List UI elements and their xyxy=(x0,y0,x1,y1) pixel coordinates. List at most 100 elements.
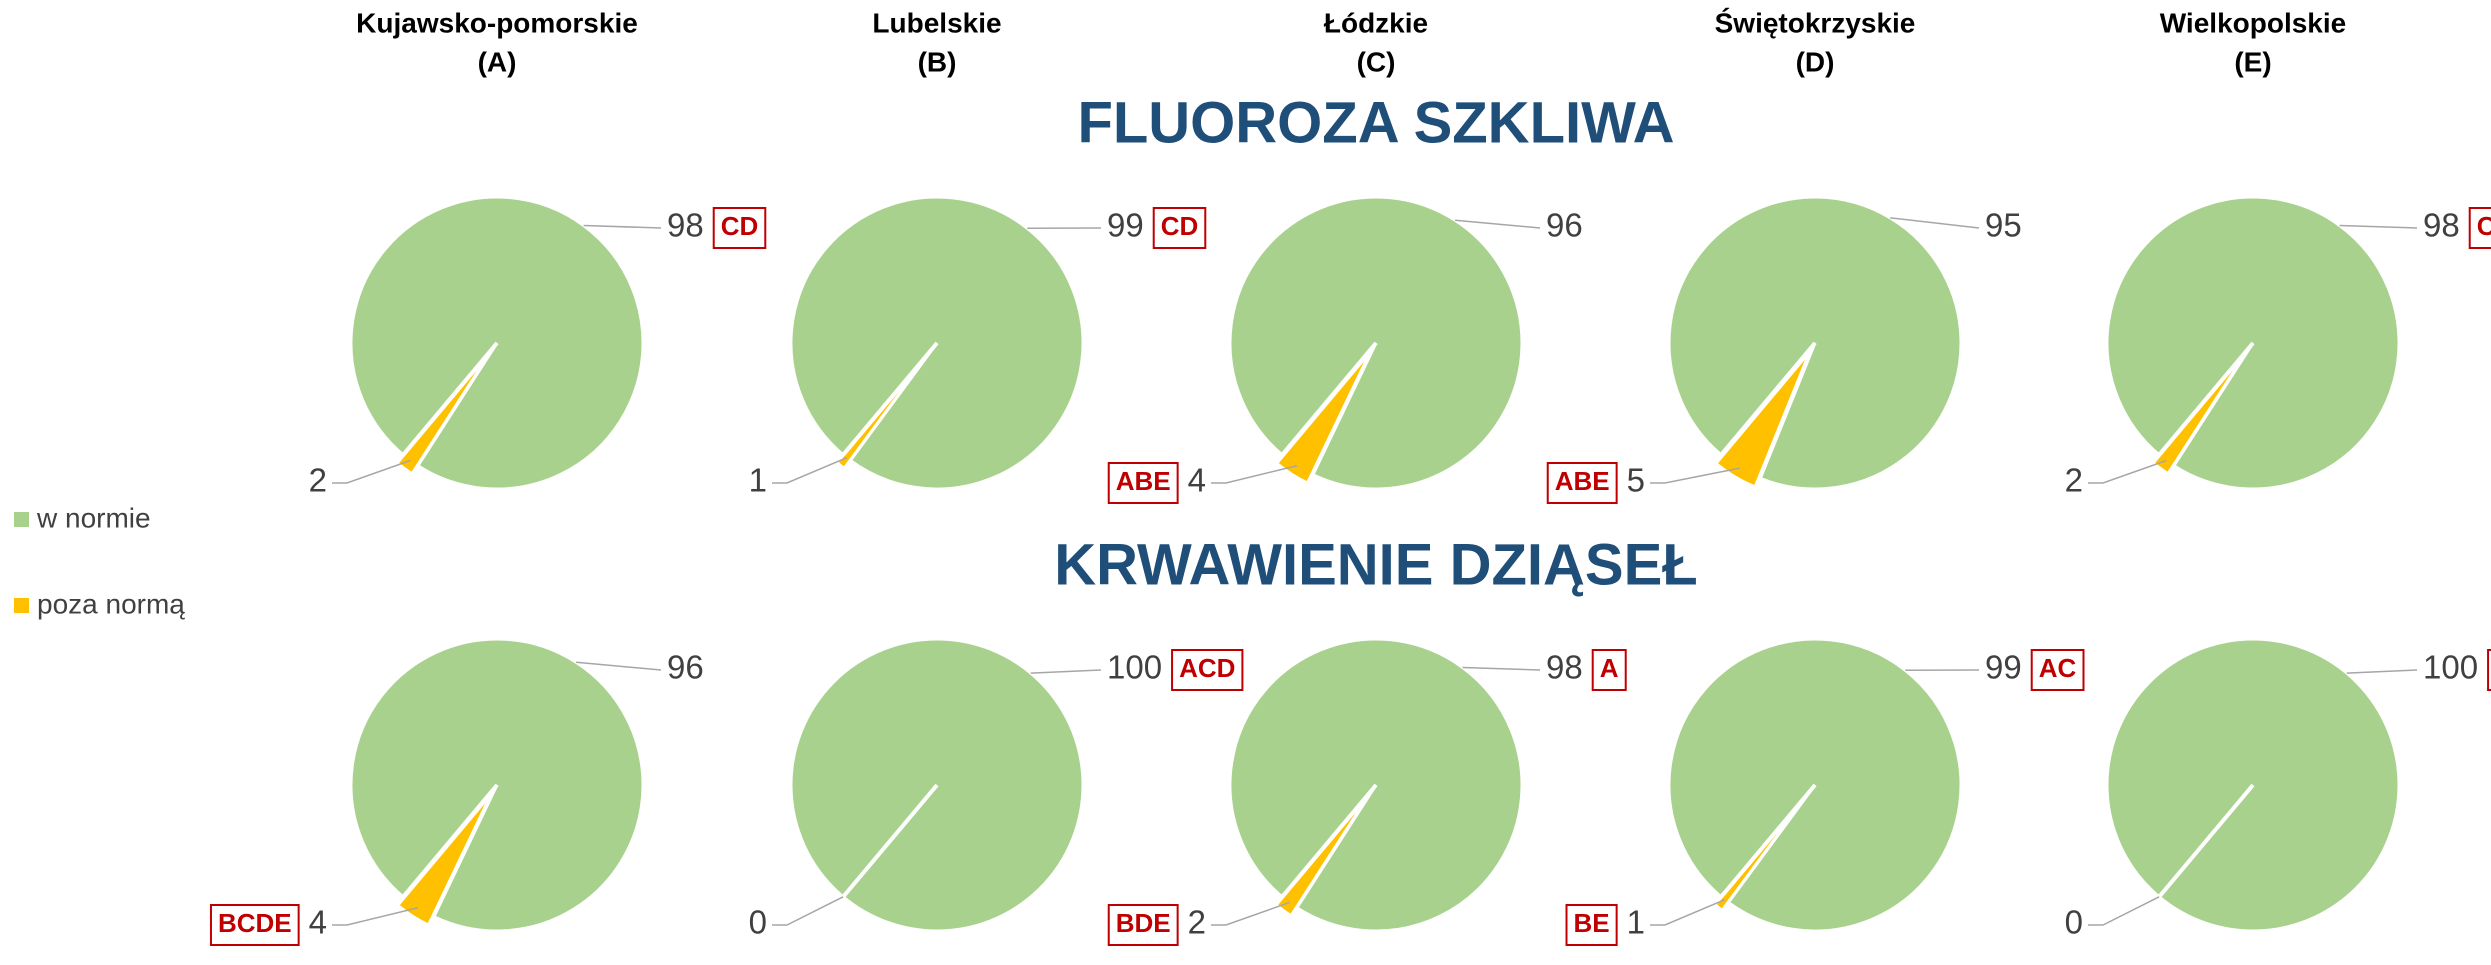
annotation-box xyxy=(1152,207,1207,249)
data-label: 95 xyxy=(1985,207,2022,244)
annotation-box xyxy=(2468,207,2491,249)
annotation: AC xyxy=(2039,653,2077,683)
column-code: (D) xyxy=(1796,46,1835,77)
annotation-box xyxy=(1565,904,1618,946)
pie-slice xyxy=(395,350,493,476)
pie-slice xyxy=(1274,792,1372,918)
annotation: ABE xyxy=(1116,466,1171,496)
legend-label: w normie xyxy=(36,502,151,533)
annotation-box xyxy=(712,207,767,249)
leader-line xyxy=(2088,459,2167,484)
data-label: 4 xyxy=(1188,462,1206,499)
data-label: 99 xyxy=(1107,207,1144,244)
pie-slice xyxy=(1228,195,1524,491)
pie-slice xyxy=(2105,195,2401,491)
annotation: CD xyxy=(1161,211,1199,241)
leader-line xyxy=(1211,901,1290,926)
data-label: 100 xyxy=(1107,649,1162,686)
annotation: BDE xyxy=(1116,908,1171,938)
slice-separator xyxy=(1280,341,1378,457)
leader-line xyxy=(1455,219,1541,229)
data-label: 2 xyxy=(309,462,327,499)
annotation: BE xyxy=(1574,908,1610,938)
annotation-box xyxy=(2487,649,2491,691)
column-code: (C) xyxy=(1357,46,1396,77)
slice-separator xyxy=(401,783,499,899)
pie-slice xyxy=(349,637,645,933)
data-label: 2 xyxy=(2065,462,2083,499)
annotation-box xyxy=(209,904,300,946)
leader-line xyxy=(1890,217,1980,229)
data-label: 96 xyxy=(1546,207,1583,244)
data-label: 4 xyxy=(309,904,327,941)
pie-slice xyxy=(2151,350,2249,476)
data-label: 0 xyxy=(749,904,767,941)
leader-line xyxy=(1650,899,1726,926)
data-label: 5 xyxy=(1627,462,1645,499)
pie-slice xyxy=(789,195,1085,491)
column-name: Lubelskie xyxy=(872,7,1001,38)
data-label: 100 xyxy=(2423,649,2478,686)
pie-slice xyxy=(1667,637,1963,933)
leader-line xyxy=(1650,467,1740,484)
column-name: Świętokrzyskie xyxy=(1715,7,1916,38)
legend-label: poza normą xyxy=(37,588,185,619)
section-title: FLUOROZA SZKLIWA xyxy=(1077,90,1674,155)
annotation: CD xyxy=(721,211,759,241)
annotation: ACD xyxy=(1179,653,1235,683)
slice-separator xyxy=(1719,783,1817,899)
column-name: Wielkopolskie xyxy=(2160,7,2346,38)
annotation-box xyxy=(1546,462,1618,504)
data-label: 1 xyxy=(749,462,767,499)
pie-slice xyxy=(1228,637,1524,933)
leader-line xyxy=(1030,669,1102,674)
slice-separator xyxy=(841,783,939,899)
column-code: (E) xyxy=(2234,46,2271,77)
annotation: A xyxy=(1600,653,1619,683)
section-title: KRWAWIENIE DZIĄSEŁ xyxy=(1054,532,1697,597)
data-label: 98 xyxy=(667,207,704,244)
slice-separator xyxy=(1719,341,1817,457)
leader-line xyxy=(2339,224,2418,229)
pie-slice xyxy=(395,792,493,928)
pie-slice xyxy=(349,195,645,491)
column-code: (A) xyxy=(478,46,517,77)
legend-swatch xyxy=(14,598,29,613)
column-name: Łódzkie xyxy=(1324,7,1428,38)
slice-separator xyxy=(841,341,939,457)
annotation-box xyxy=(1171,649,1244,691)
leader-line xyxy=(1211,464,1298,484)
data-label: 98 xyxy=(2423,207,2460,244)
leader-line xyxy=(576,661,662,671)
column-name: Kujawsko-pomorskie xyxy=(356,7,638,38)
data-label: 2 xyxy=(1188,904,1206,941)
slice-separator xyxy=(2157,783,2255,899)
data-label: 1 xyxy=(1627,904,1645,941)
slice-separator xyxy=(2157,341,2255,457)
column-code: (B) xyxy=(918,46,957,77)
annotation: ABE xyxy=(1555,466,1610,496)
pie-slice xyxy=(1713,350,1812,489)
leader-line xyxy=(1462,666,1541,671)
legend-swatch xyxy=(14,512,29,527)
data-label: 96 xyxy=(667,649,704,686)
leader-line xyxy=(772,896,844,926)
annotation-box xyxy=(1591,649,1627,691)
leader-line xyxy=(772,457,848,484)
leader-line xyxy=(583,224,662,229)
slice-separator xyxy=(1280,783,1378,899)
annotation: BCDE xyxy=(218,908,292,938)
slice-separator xyxy=(401,341,499,457)
data-label: 98 xyxy=(1546,649,1583,686)
annotation: CD xyxy=(2477,211,2491,241)
pie-slice xyxy=(1274,350,1372,486)
data-label: 99 xyxy=(1985,649,2022,686)
annotation-box xyxy=(1107,462,1179,504)
annotation-box xyxy=(2030,649,2085,691)
leader-line xyxy=(332,906,419,926)
data-label: 0 xyxy=(2065,904,2083,941)
leader-line xyxy=(2346,669,2418,674)
leader-line xyxy=(2088,896,2160,926)
annotation-box xyxy=(1107,904,1179,946)
